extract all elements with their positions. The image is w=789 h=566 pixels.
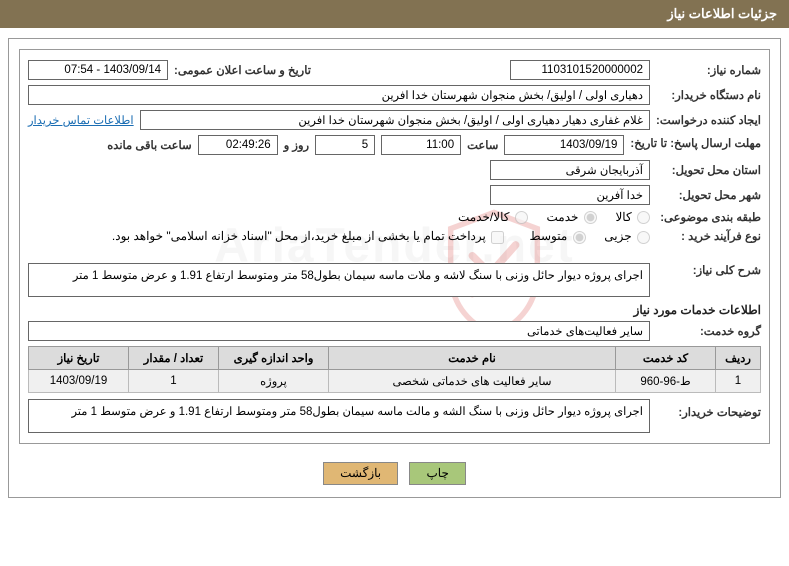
cat-goods-option: کالا [615,210,650,224]
city-label: شهر محل تحویل: [656,188,761,202]
countdown-value: 02:49:26 [198,135,278,155]
service-group-label: گروه خدمت: [656,324,761,338]
back-button[interactable]: بازگشت [323,462,398,485]
cat-both-radio [515,211,528,224]
td-name: سایر فعالیت های خدماتی شخصی [329,369,616,392]
td-code: ط-96-960 [616,369,716,392]
details-fieldset: AriaTender.net شماره نیاز: 1103101520000… [19,49,770,444]
cat-goods-radio [637,211,650,224]
table-row: 1 ط-96-960 سایر فعالیت های خدماتی شخصی پ… [29,369,761,392]
cat-service-option: خدمت [546,210,596,224]
td-date: 1403/09/19 [29,369,129,392]
city-value: خدا آفرین [490,185,650,205]
buyer-contact-link[interactable]: اطلاعات تماس خریدار [28,113,134,127]
buyer-note-label: توضیحات خریدار: [656,399,761,419]
days-value: 5 [315,135,375,155]
province-value: آذربایجان شرقی [490,160,650,180]
deadline-label: مهلت ارسال پاسخ: تا تاریخ: [630,138,761,152]
purchase-type-label: نوع فرآیند خرید : [656,229,761,243]
treasury-option: پرداخت تمام یا بخشی از مبلغ خرید،از محل … [112,229,504,243]
service-info-title: اطلاعات خدمات مورد نیاز [28,303,761,317]
services-table: ردیف کد خدمت نام خدمت واحد اندازه گیری ت… [28,346,761,393]
button-bar: چاپ بازگشت [9,454,780,497]
th-date: تاریخ نیاز [29,346,129,369]
pt-minor-option: جزیی [604,229,650,243]
th-qty: تعداد / مقدار [129,346,219,369]
countdown-after-label: ساعت باقی مانده [107,138,191,152]
print-button[interactable]: چاپ [409,462,465,485]
need-no-value: 1103101520000002 [510,60,650,80]
table-header-row: ردیف کد خدمت نام خدمت واحد اندازه گیری ت… [29,346,761,369]
announce-value: 1403/09/14 - 07:54 [28,60,168,80]
cat-both-option: کالا/خدمت [458,210,528,224]
th-code: کد خدمت [616,346,716,369]
cat-service-radio [584,211,597,224]
deadline-time: 11:00 [381,135,461,155]
th-name: نام خدمت [329,346,616,369]
pt-medium-option: متوسط [530,229,586,243]
need-desc-value: اجرای پروژه دیوار حائل وزنی با سنگ لاشه … [28,263,650,297]
td-qty: 1 [129,369,219,392]
td-idx: 1 [716,369,761,392]
deadline-date: 1403/09/19 [504,135,624,155]
service-group-value: سایر فعالیت‌های خدماتی [28,321,650,341]
need-desc-label: شرح کلی نیاز: [656,263,761,277]
buyer-label: نام دستگاه خریدار: [656,88,761,102]
buyer-value: دهیاری اولی / اولیق/ بخش منجوان شهرستان … [28,85,650,105]
th-row: ردیف [716,346,761,369]
panel-title: جزئیات اطلاعات نیاز [667,6,777,21]
panel-header: جزئیات اطلاعات نیاز [0,0,789,28]
td-unit: پروژه [219,369,329,392]
need-no-label: شماره نیاز: [656,63,761,77]
time-label: ساعت [467,138,498,152]
treasury-checkbox [491,231,504,244]
buyer-note-value: اجرای پروژه دیوار حائل وزنی با سنگ الشه … [28,399,650,433]
province-label: استان محل تحویل: [656,163,761,177]
category-label: طبقه بندی موضوعی: [656,210,761,224]
requester-label: ایجاد کننده درخواست: [656,113,761,127]
pt-minor-radio [637,231,650,244]
outer-panel: AriaTender.net شماره نیاز: 1103101520000… [8,38,781,498]
days-after-label: روز و [284,138,309,152]
announce-label: تاریخ و ساعت اعلان عمومی: [174,63,311,77]
requester-value: غلام غفاری دهیار دهیاری اولی / اولیق/ بخ… [140,110,650,130]
pt-medium-radio [573,231,586,244]
th-unit: واحد اندازه گیری [219,346,329,369]
